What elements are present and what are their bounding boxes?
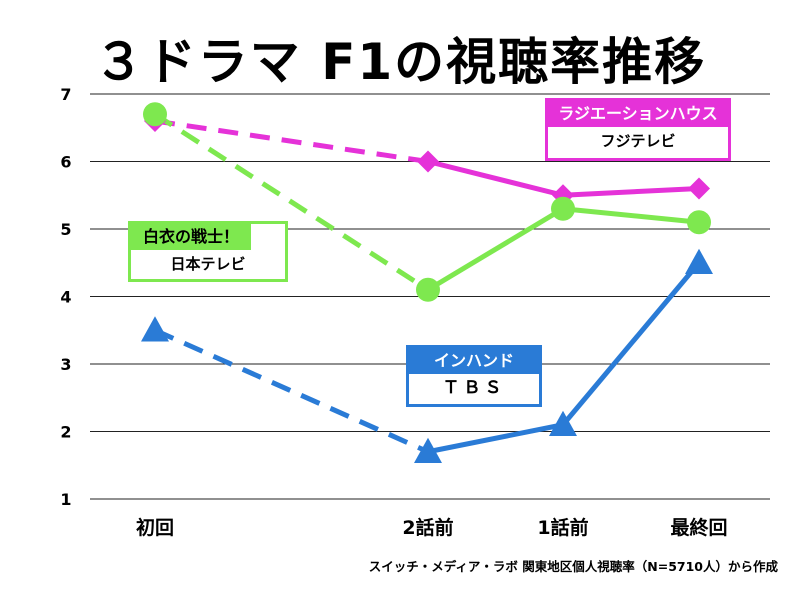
x-tick-label: 2話前 — [402, 516, 453, 539]
data-point — [414, 437, 442, 463]
series-line-segment — [426, 206, 565, 292]
x-tick-label: 初回 — [136, 516, 174, 539]
y-tick-label: 7 — [60, 85, 71, 104]
legend-inhand-network: ＴＢＳ — [442, 378, 506, 398]
data-point — [549, 410, 577, 436]
y-tick-label: 2 — [60, 423, 71, 442]
y-tick-label: 5 — [60, 220, 71, 239]
chart-title: ３ドラマ F1の視聴率推移 — [93, 33, 707, 91]
series-line-segment — [427, 159, 564, 198]
x-tick-label: 1話前 — [537, 516, 588, 539]
series-line-segment — [154, 118, 429, 164]
legend-hakui-network: 日本テレビ — [170, 255, 246, 273]
y-tick-label: 6 — [60, 153, 71, 172]
legend-inhand-title: インハンド — [409, 348, 539, 374]
series-line-segment — [562, 206, 700, 225]
series-line-segment — [427, 422, 564, 455]
data-point — [687, 210, 711, 235]
legend-radiation-network: フジテレビ — [600, 132, 676, 150]
legend-hakui-title: 白衣の戦士！ — [131, 224, 251, 250]
data-point — [688, 177, 710, 200]
series-line-segment — [562, 186, 700, 198]
y-tick-label: 1 — [60, 490, 71, 509]
y-tick-label: 3 — [60, 355, 71, 374]
series-line-segment — [153, 112, 430, 292]
data-point — [551, 196, 575, 221]
y-tick-label: 4 — [60, 288, 71, 307]
data-point — [416, 277, 440, 302]
series-line-segment — [153, 327, 430, 455]
data-point — [143, 102, 167, 127]
data-point — [141, 316, 169, 342]
legend-hakui: 白衣の戦士！ 日本テレビ — [128, 221, 288, 282]
source-note: スイッチ・メディア・ラボ 関東地区個人視聴率（N=5710人）から作成 — [368, 559, 778, 574]
x-tick-label: 最終回 — [670, 516, 727, 539]
data-point — [685, 248, 713, 274]
legend-radiation: ラジエーションハウス フジテレビ — [545, 98, 731, 161]
data-point — [417, 150, 439, 173]
legend-radiation-title: ラジエーションハウス — [548, 101, 728, 127]
series-line-segment — [561, 261, 701, 427]
legend-inhand: インハンド ＴＢＳ — [406, 345, 542, 407]
